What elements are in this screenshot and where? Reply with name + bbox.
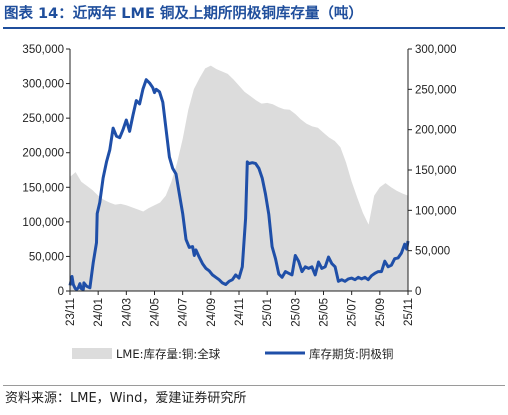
y-left-tick-label: 250,000 [22, 113, 64, 125]
y-right-tick-label: 250,000 [415, 84, 457, 96]
series-area-lme-copper [70, 65, 408, 291]
chart-canvas: 0 50,000 100,000 150,000 200,000 250,000 300,0… [22, 44, 456, 361]
title-underline [3, 27, 505, 29]
x-tick-label: 25/01 [262, 298, 274, 327]
y-right-tick-label: 50,000 [415, 246, 450, 258]
line-layer [68, 78, 410, 291]
y-right-tick-label: 0 [415, 286, 421, 298]
y-left-tick-label: 150,000 [22, 182, 64, 194]
x-tick-label: 23/11 [65, 298, 77, 326]
y-left-tick-label: 0 [58, 286, 64, 298]
y-left-tick-label: 300,000 [22, 79, 64, 91]
y-left-tick-label: 100,000 [22, 217, 64, 229]
x-tick-label: 25/09 [375, 298, 387, 327]
y-left-tick-label: 350,000 [22, 44, 64, 56]
x-tick-label: 25/05 [319, 298, 331, 327]
x-tick-label: 24/03 [121, 298, 133, 327]
axis-layer: 0 50,000 100,000 150,000 200,000 250,000 300,0… [22, 44, 456, 327]
source-note: 资料来源：LME，Wind，爱建证券研究所 [5, 391, 247, 406]
x-tick-label: 25/11 [403, 298, 415, 326]
x-tick-label: 24/11 [234, 298, 246, 326]
x-tick-label: 24/05 [150, 298, 162, 327]
source-divider [3, 385, 505, 386]
x-tick-label: 25/07 [347, 298, 359, 327]
x-tick-label: 24/09 [206, 298, 218, 327]
area-layer [70, 65, 408, 291]
x-tick-label: 24/01 [93, 298, 105, 327]
y-right-tick-label: 100,000 [415, 205, 457, 217]
y-right-tick-label: 150,000 [415, 165, 457, 177]
y-right-tick-label: 300,000 [415, 44, 457, 56]
y-right-tick-label: 200,000 [415, 125, 457, 137]
legend-label-area: LME:库存量:铜:全球 [116, 347, 221, 361]
chart-title: 图表 14：近两年 LME 铜及上期所阴极铜库存量（吨） [4, 6, 363, 22]
y-left-tick-label: 200,000 [22, 148, 64, 160]
y-left-tick-label: 50,000 [29, 251, 64, 263]
x-tick-label: 24/07 [178, 298, 190, 327]
legend-swatch-area [72, 348, 112, 359]
legend: LME:库存量:铜:全球 库存期货:阴极铜 [72, 347, 393, 361]
legend-label-line: 库存期货:阴极铜 [309, 347, 393, 361]
x-tick-label: 25/03 [290, 298, 302, 327]
series-line-shfe-cathode-copper [68, 78, 410, 291]
